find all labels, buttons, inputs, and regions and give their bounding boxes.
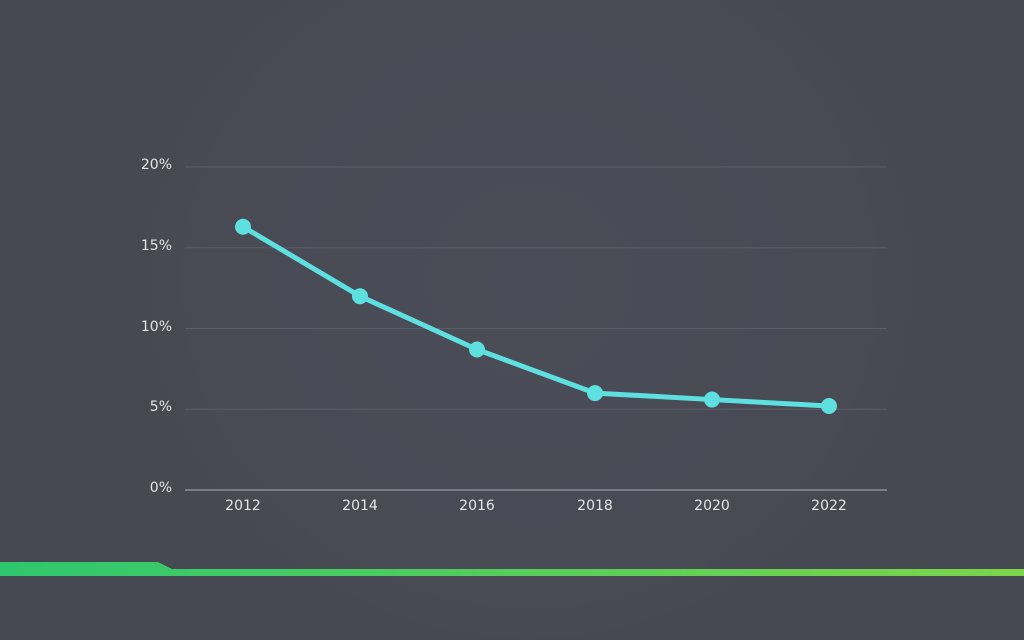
data-point xyxy=(821,398,837,415)
data-point xyxy=(469,341,485,358)
y-tick-label: 10% xyxy=(140,319,172,335)
plot-area xyxy=(185,166,887,491)
x-tick-label: 2018 xyxy=(577,498,613,514)
line-chart: 20% 15% 10% 5% 0% 2012 2014 2016 2018 20… xyxy=(140,157,887,514)
background-glow xyxy=(150,0,910,640)
bottom-accent-strip xyxy=(0,562,1024,576)
data-point xyxy=(587,385,603,402)
x-tick-label: 2020 xyxy=(694,498,730,514)
data-point xyxy=(352,288,368,305)
data-point xyxy=(235,218,251,235)
data-markers xyxy=(235,218,837,415)
x-tick-label: 2022 xyxy=(811,498,847,514)
series-line xyxy=(240,224,832,409)
y-tick-label: 15% xyxy=(140,238,172,254)
x-tick-label: 2012 xyxy=(225,498,261,514)
y-tick-label: 20% xyxy=(140,157,172,173)
gridlines xyxy=(185,166,887,491)
x-tick-label: 2016 xyxy=(459,498,495,514)
data-point xyxy=(704,391,720,408)
y-tick-label: 5% xyxy=(149,399,172,415)
y-tick-label: 0% xyxy=(149,480,172,496)
x-tick-label: 2014 xyxy=(342,498,378,514)
